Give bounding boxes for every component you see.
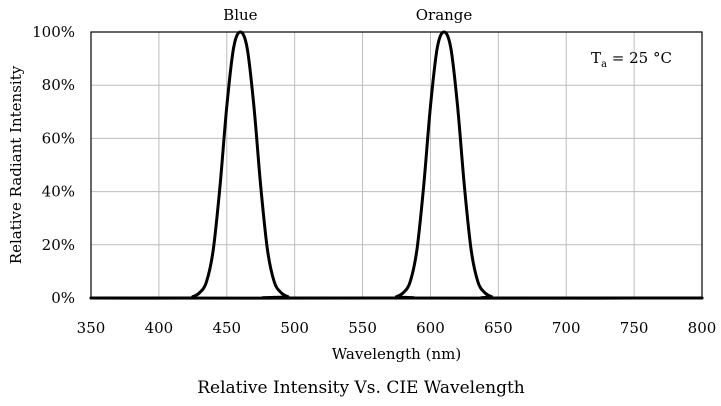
y-tick-labels: 0% 20% 40% 60% 80% 100% xyxy=(32,23,75,307)
y-tick-label: 20% xyxy=(42,236,75,254)
peak-labels: Blue Orange xyxy=(223,6,472,24)
x-tick-labels: 350 400 450 500 550 600 650 700 750 800 xyxy=(77,319,717,337)
peak-label-orange: Orange xyxy=(416,6,473,24)
temperature-subscript: a xyxy=(601,59,607,70)
x-tick-label: 750 xyxy=(620,319,649,337)
y-tick-label: 0% xyxy=(51,289,75,307)
temperature-value: = 25 °C xyxy=(607,49,672,67)
series-line-orange xyxy=(89,30,704,300)
x-tick-label: 350 xyxy=(77,319,106,337)
y-tick-label: 40% xyxy=(42,183,75,201)
x-tick-label: 650 xyxy=(484,319,513,337)
y-tick-label: 80% xyxy=(42,76,75,94)
x-axis-title: Wavelength (nm) xyxy=(332,345,461,363)
x-tick-label: 800 xyxy=(688,319,717,337)
y-axis-title: Relative Radiant Intensity xyxy=(7,65,25,264)
series-line-blue xyxy=(89,30,704,300)
x-tick-label: 500 xyxy=(280,319,309,337)
x-tick-label: 450 xyxy=(212,319,241,337)
peak-label-blue: Blue xyxy=(223,6,257,24)
x-tick-label: 600 xyxy=(416,319,445,337)
x-tick-label: 400 xyxy=(145,319,174,337)
temperature-symbol: T xyxy=(591,49,601,67)
y-tick-label: 100% xyxy=(32,23,75,41)
chart-caption: Relative Intensity Vs. CIE Wavelength xyxy=(197,378,525,398)
temperature-annotation: Ta = 25 °C xyxy=(591,49,672,70)
grid-lines xyxy=(91,32,702,298)
series-lines xyxy=(89,30,704,300)
plot-frame xyxy=(90,31,703,299)
x-tick-label: 700 xyxy=(552,319,581,337)
y-tick-label: 60% xyxy=(42,129,75,147)
x-tick-label: 550 xyxy=(348,319,377,337)
